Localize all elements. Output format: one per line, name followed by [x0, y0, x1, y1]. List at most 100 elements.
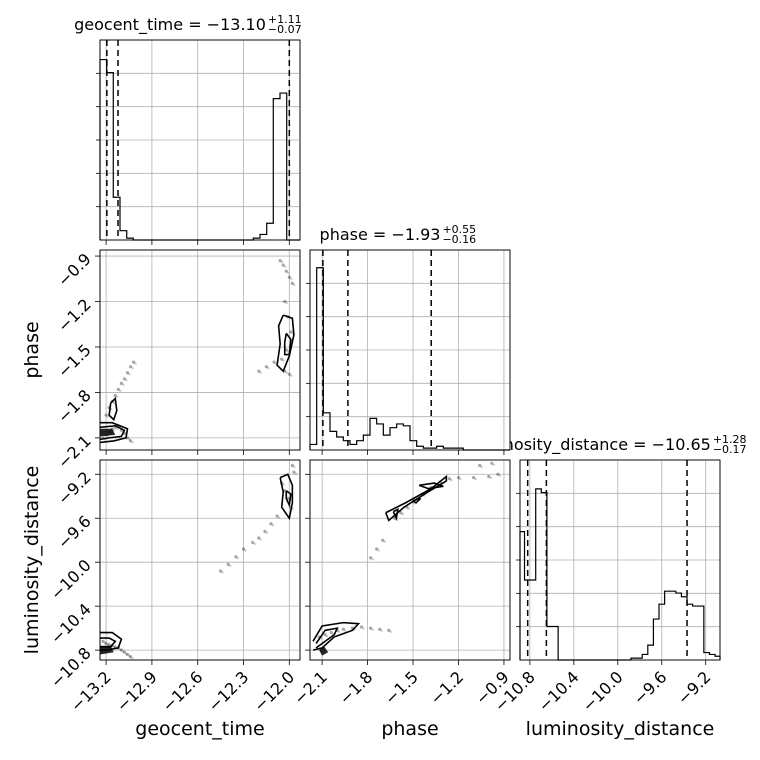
contour-line: [108, 396, 118, 422]
sample-point: [290, 463, 294, 468]
x-tick-label: −12.3: [204, 667, 252, 715]
y-tick-label: −2.1: [54, 431, 95, 472]
panel-geocent_time_vs_luminosity_distance: [95, 459, 301, 665]
y-axis-label-luminosity_distance: luminosity_distance: [21, 466, 43, 655]
sample-point: [234, 555, 238, 559]
title-plus: +1.11: [268, 13, 302, 26]
sample-point: [251, 540, 255, 545]
title-minus: −0.17: [713, 443, 747, 456]
sample-point: [285, 301, 288, 305]
sample-point: [128, 365, 133, 369]
contour-line: [285, 490, 292, 508]
sample-point: [487, 474, 491, 479]
sample-point: [104, 413, 108, 417]
x-axis-label-phase: phase: [381, 718, 438, 740]
x-tick-label: −10.4: [535, 667, 583, 715]
sample-point: [271, 524, 275, 527]
contour-line: [100, 631, 123, 651]
sample-point: [125, 652, 128, 656]
sample-point: [478, 463, 482, 468]
sample-point: [480, 465, 483, 469]
sample-point: [280, 260, 284, 264]
sample-point: [281, 263, 285, 267]
sample-point: [131, 441, 134, 444]
x-tick-label: −9.6: [630, 667, 671, 708]
sample-point: [369, 556, 373, 560]
contour-line: [100, 421, 129, 444]
sample-point: [259, 538, 262, 541]
title-value: luminosity_distance = −10.65: [469, 435, 711, 455]
sample-point: [329, 630, 333, 635]
sample-point: [369, 626, 373, 630]
sample-point: [293, 283, 296, 287]
sample-point: [371, 558, 374, 561]
sample-point: [387, 628, 391, 632]
histogram-phase: [309, 267, 510, 451]
sample-point: [371, 628, 374, 631]
y-tick-label: −9.6: [54, 512, 95, 553]
sample-point: [290, 374, 293, 377]
sample-point: [277, 516, 281, 519]
sample-point: [265, 531, 269, 535]
sample-point: [492, 463, 496, 466]
sample-point: [122, 650, 125, 653]
sample-point: [401, 513, 405, 516]
sample-point: [284, 265, 287, 268]
title-geocent_time: geocent_time = −13.10 +1.11−0.07: [74, 13, 302, 36]
sample-point: [456, 475, 461, 480]
sample-point: [377, 549, 380, 552]
y-tick-label: −1.5: [54, 340, 95, 381]
sample-point: [131, 657, 134, 660]
y-tick-label: −9.2: [54, 468, 95, 509]
y-axis-label-phase: phase: [21, 321, 43, 378]
sample-point: [380, 629, 383, 632]
sample-point: [362, 627, 365, 630]
sample-point: [253, 542, 256, 546]
sample-point: [294, 472, 298, 475]
sample-point: [472, 475, 476, 480]
plot-area-geocent_time_vs_phase: [100, 259, 296, 444]
sample-point: [341, 627, 345, 631]
sample-point: [122, 650, 127, 654]
contour-line: [315, 627, 339, 649]
sample-point: [267, 366, 270, 370]
panel-border: [309, 459, 511, 661]
contour-line: [276, 314, 295, 373]
contour-line: [100, 637, 117, 648]
x-tick-label: −12.0: [250, 667, 298, 715]
sample-point: [375, 547, 379, 551]
panel-border: [519, 459, 721, 661]
sample-point: [498, 474, 502, 477]
sample-point: [325, 635, 329, 638]
hist-panel-geocent_time: [96, 39, 301, 245]
sample-point: [106, 435, 110, 438]
sample-point: [291, 507, 295, 510]
y-tick-label: −1.8: [54, 386, 95, 427]
sample-point: [489, 476, 492, 480]
sample-point: [128, 654, 131, 658]
panel-phase_vs_luminosity_distance: [305, 459, 511, 665]
title-luminosity_distance: luminosity_distance = −10.65 +1.28−0.17: [469, 433, 746, 456]
x-tick-label: −1.2: [426, 667, 467, 708]
title-minus: −0.07: [268, 23, 302, 36]
sample-point: [125, 379, 128, 382]
sample-point: [378, 627, 382, 631]
sample-point: [116, 395, 119, 399]
sample-point: [407, 507, 411, 510]
contour-line: [418, 482, 444, 490]
sample-point: [490, 461, 494, 465]
sample-point: [459, 477, 462, 481]
sample-point: [101, 639, 105, 643]
sample-point: [122, 383, 125, 387]
sample-point: [125, 652, 130, 657]
x-axis-label-geocent_time: geocent_time: [135, 718, 264, 740]
sample-point: [272, 360, 276, 364]
sample-point: [106, 415, 110, 418]
contour-line: [283, 332, 292, 356]
sample-point: [287, 372, 291, 376]
sample-point: [496, 472, 500, 476]
sample-point: [283, 299, 287, 304]
sample-point: [226, 562, 230, 566]
sample-point: [293, 465, 296, 469]
